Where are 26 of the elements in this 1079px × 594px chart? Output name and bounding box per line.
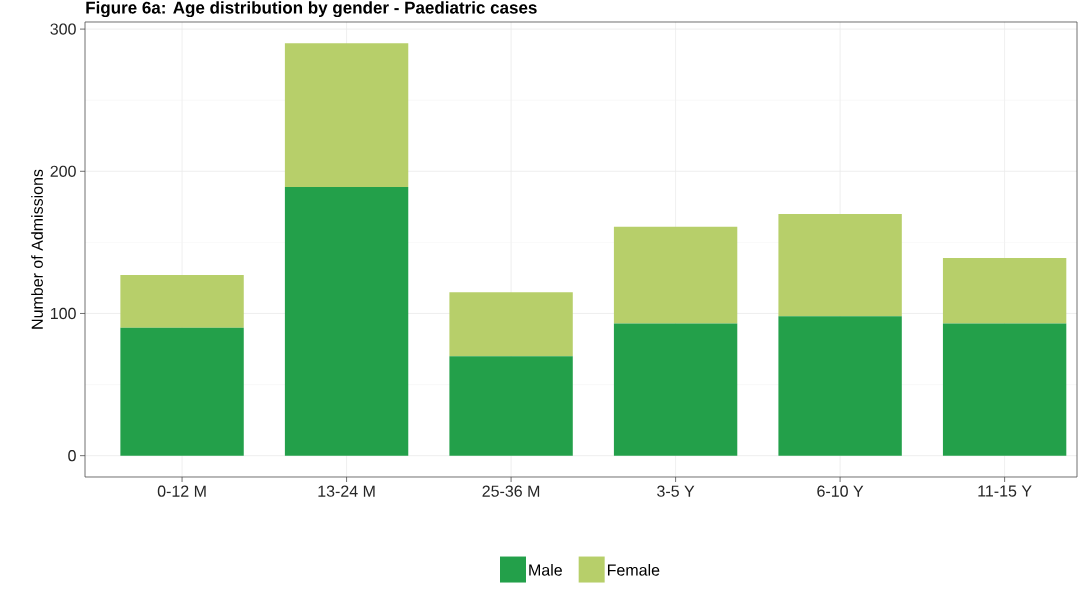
y-tick-label: 0 (68, 450, 76, 462)
bar (120, 327, 244, 456)
bar (284, 43, 409, 187)
bar (942, 258, 1067, 324)
x-tick-label: 11-15 Y (978, 485, 1032, 497)
x-tick-label: 3-5 Y (657, 485, 695, 497)
x-tick-label: 6-10 Y (817, 485, 864, 497)
bar (449, 356, 573, 456)
y-axis-title: Number of Admissions (31, 169, 43, 329)
bar (449, 292, 573, 357)
bar (284, 186, 409, 456)
bar (942, 323, 1067, 456)
x-tick-label: 13-24 M (318, 485, 375, 497)
legend-label: Female (607, 563, 660, 576)
bar (120, 275, 244, 328)
bar (778, 316, 902, 456)
bar (613, 323, 738, 456)
x-tick-label: 25-36 M (482, 485, 540, 497)
bar (778, 213, 902, 317)
chart-title: Figure 6a: Age distribution by gender - Paediatric cases (86, 1, 537, 18)
bar (613, 226, 738, 324)
y-tick-label: 100 (51, 307, 76, 320)
x-tick-label: 0-12 M (157, 485, 206, 497)
y-tick-label: 200 (50, 165, 76, 177)
y-tick-label: 300 (50, 23, 76, 35)
legend-label: Male (529, 563, 562, 576)
